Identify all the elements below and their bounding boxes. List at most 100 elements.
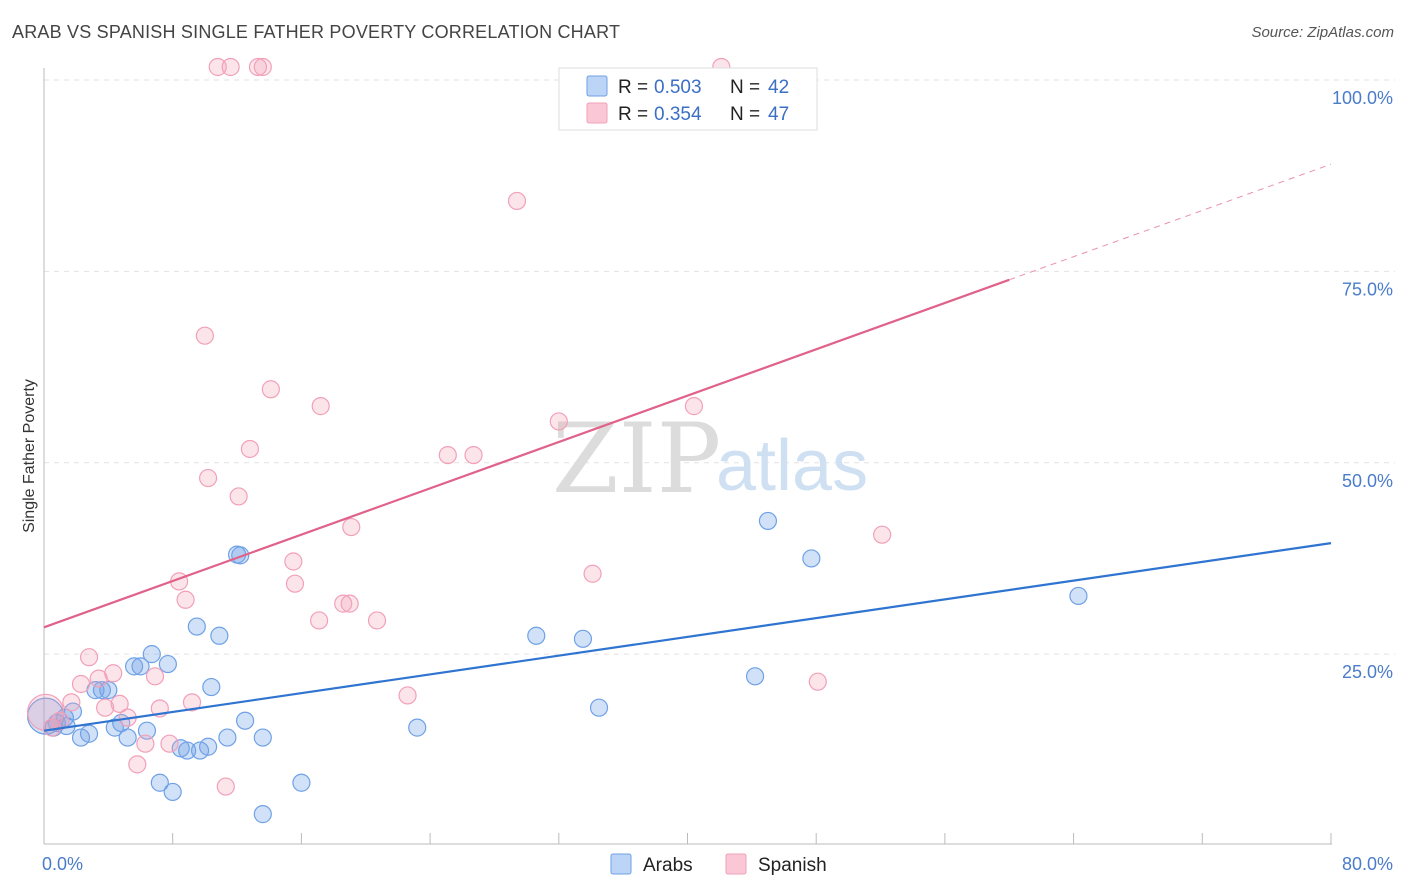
arabs-point-25 [202, 677, 221, 697]
arabs-point-35 [408, 718, 427, 737]
arabs-point-30 [231, 546, 250, 565]
spanish-point-18 [182, 693, 202, 712]
trend-lines [43, 163, 1332, 732]
arabs-point-17 [142, 645, 161, 664]
spanish-point-26 [248, 57, 268, 77]
arabs-point-28 [218, 728, 237, 747]
spanish-point-19 [195, 326, 214, 345]
arabs-point-18 [150, 773, 169, 792]
spanish-point-25 [240, 439, 260, 459]
spanish-point-28 [261, 380, 280, 399]
arabs-n-value: 42 [768, 77, 789, 98]
arabs-trend-line [43, 542, 1332, 732]
spanish-point-7 [96, 698, 115, 717]
x-ticks [43, 833, 1332, 844]
arabs-point-39 [745, 667, 765, 686]
spanish-point-35 [342, 517, 361, 537]
arabs-point-36 [527, 626, 546, 645]
x-tick-label-80: 80.0% [1342, 854, 1393, 874]
arabs-series-label: Arabs [643, 855, 693, 876]
spanish-point-8 [104, 664, 123, 683]
arabs-point-26 [198, 737, 218, 756]
spanish-point-36 [367, 611, 387, 630]
arabs-point-23 [187, 617, 206, 636]
spanish-point-5 [79, 648, 99, 667]
spanish-r-label: R = [618, 104, 648, 125]
arabs-point-33 [253, 805, 272, 824]
watermark-atlas: atlas [716, 426, 868, 506]
spanish-point-38 [438, 445, 457, 465]
arabs-point-11 [105, 718, 124, 737]
spanish-point-27 [253, 57, 272, 77]
data-points [27, 57, 1088, 824]
spanish-point-41 [549, 412, 568, 431]
spanish-point-30 [285, 574, 305, 593]
arabs-point-22 [178, 741, 197, 760]
arabs-point-31 [235, 711, 255, 730]
spanish-point-43 [684, 397, 704, 416]
spanish-trend-extension [1009, 163, 1332, 281]
spanish-point-24 [229, 487, 248, 506]
spanish-point-37 [398, 686, 417, 705]
arabs-point-15 [131, 657, 150, 676]
spanish-point-39 [464, 445, 483, 465]
y-axis-label: Single Father Poverty [21, 379, 38, 533]
arabs-n-label: N = [730, 77, 760, 98]
arabs-point-5 [63, 702, 83, 721]
arabs-point-41 [802, 549, 821, 568]
y-tick-labels: 25.0% 50.0% 75.0% 100.0% [1332, 88, 1393, 682]
arabs-legend-swatch [586, 75, 608, 97]
arabs-point-27 [210, 626, 229, 645]
watermark-zip: ZIP [552, 403, 721, 515]
arabs-r-label: R = [618, 77, 648, 98]
spanish-point-32 [311, 397, 330, 416]
spanish-point-3 [62, 693, 81, 712]
chart-title: ARAB VS SPANISH SINGLE FATHER POVERTY CO… [12, 22, 621, 42]
spanish-point-46 [873, 525, 892, 544]
arabs-point-16 [137, 721, 157, 740]
spanish-point-31 [309, 611, 329, 630]
spanish-point-9 [110, 694, 129, 713]
spanish-trend-line [43, 278, 1010, 629]
series-legend: Arabs Spanish [610, 853, 827, 876]
spanish-point-4 [71, 674, 91, 694]
spanish-n-value: 47 [768, 104, 789, 125]
arabs-point-42 [1069, 586, 1088, 606]
y-tick-label-50: 50.0% [1342, 471, 1393, 491]
spanish-point-23 [221, 57, 240, 77]
arabs-point-14 [124, 657, 144, 676]
spanish-n-label: N = [730, 104, 760, 125]
arabs-point-37 [573, 629, 593, 648]
y-tick-label-75: 75.0% [1342, 279, 1393, 299]
y-tick-label-100: 100.0% [1332, 88, 1393, 108]
arabs-point-7 [79, 724, 99, 743]
spanish-point-29 [284, 552, 303, 571]
arabs-point-38 [589, 698, 609, 717]
x-tick-label-0: 0.0% [42, 854, 83, 874]
spanish-point-12 [136, 734, 155, 753]
arabs-point-13 [118, 728, 137, 747]
spanish-point-45 [808, 672, 827, 691]
spanish-series-swatch [725, 853, 747, 875]
spanish-series-label: Spanish [758, 855, 827, 876]
arabs-point-34 [292, 773, 311, 792]
spanish-point-34 [340, 594, 359, 613]
y-tick-label-25: 25.0% [1342, 662, 1393, 682]
arabs-point-40 [758, 511, 778, 531]
x-tick-labels: 0.0% 80.0% [42, 854, 1393, 874]
grid [44, 79, 1395, 655]
arabs-series-swatch [610, 853, 632, 875]
spanish-point-42 [583, 564, 602, 583]
arabs-point-32 [253, 728, 272, 747]
spanish-point-21 [208, 57, 227, 77]
spanish-point-22 [216, 777, 235, 796]
arabs-point-9 [92, 681, 112, 700]
arabs-point-19 [158, 654, 177, 674]
watermark: ZIP atlas [552, 403, 868, 515]
stats-legend: R = 0.503 N = 42 R = 0.354 N = 47 [558, 67, 818, 131]
chart-source: Source: ZipAtlas.com [1251, 24, 1394, 41]
arabs-r-value: 0.503 [654, 77, 702, 98]
spanish-legend-swatch [586, 102, 608, 124]
spanish-point-33 [334, 594, 353, 613]
